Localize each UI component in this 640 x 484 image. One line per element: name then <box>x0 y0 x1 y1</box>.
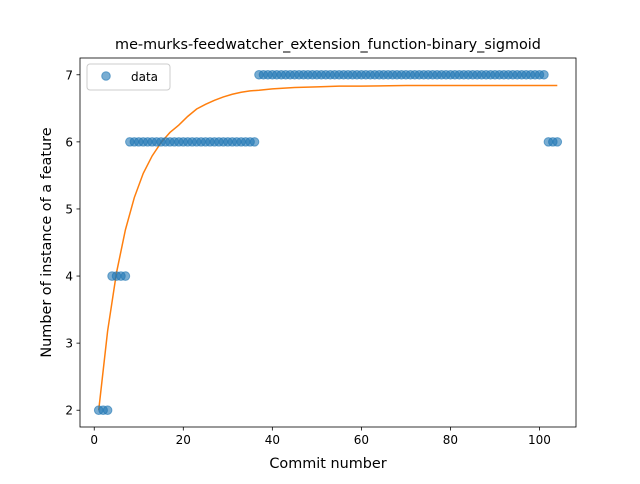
data-point <box>102 405 113 416</box>
x-tick-label: 60 <box>354 433 369 447</box>
legend-marker-data <box>101 71 111 81</box>
chart-title: me-murks-feedwatcher_extension_function-… <box>115 37 541 53</box>
y-axis-ticks: 2 3 4 5 6 7 <box>65 68 80 418</box>
x-tick-label: 80 <box>443 433 458 447</box>
y-tick-label: 4 <box>65 270 73 284</box>
x-axis-label: Commit number <box>269 456 386 472</box>
legend-label-data: data <box>131 70 158 84</box>
data-point <box>120 271 131 281</box>
fit-curve <box>97 84 558 411</box>
y-tick-label: 7 <box>65 68 73 82</box>
x-tick-label: 20 <box>176 433 191 447</box>
data-point <box>249 137 260 147</box>
y-tick-label: 5 <box>65 202 73 216</box>
axes-frame <box>79 57 577 428</box>
legend: data <box>86 63 171 91</box>
data-point <box>539 69 549 80</box>
y-tick-label: 3 <box>65 337 73 351</box>
x-tick-label: 40 <box>265 433 280 447</box>
data-points-layer <box>93 69 563 416</box>
y-tick-label: 2 <box>65 404 73 418</box>
x-axis-ticks: 0 20 40 60 80 100 <box>90 427 551 447</box>
x-tick-label: 0 <box>90 433 98 447</box>
x-tick-label: 100 <box>528 433 551 447</box>
y-tick-label: 6 <box>65 135 73 149</box>
legend-box <box>86 63 171 91</box>
data-point <box>552 137 563 147</box>
y-axis-label: Number of instance of a feature <box>39 127 55 357</box>
fit-curve-layer <box>97 84 558 411</box>
